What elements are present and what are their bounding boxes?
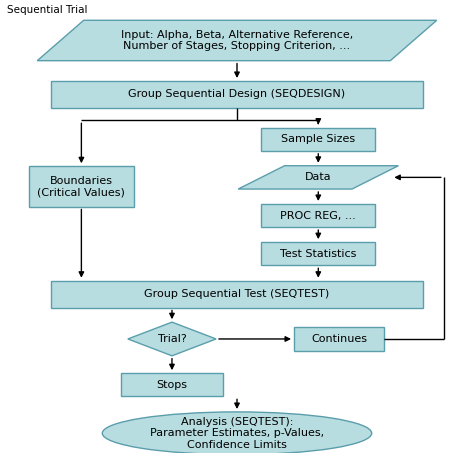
Text: Input: Alpha, Beta, Alternative Reference,
Number of Stages, Stopping Criterion,: Input: Alpha, Beta, Alternative Referenc… xyxy=(121,30,353,51)
Text: Trial?: Trial? xyxy=(157,334,186,344)
Text: PROC REG, ...: PROC REG, ... xyxy=(281,211,356,221)
Text: Group Sequential Test (SEQTEST): Group Sequential Test (SEQTEST) xyxy=(145,289,329,299)
FancyBboxPatch shape xyxy=(51,81,423,108)
Text: Sequential Trial: Sequential Trial xyxy=(7,5,88,16)
Text: Analysis (SEQTEST):
Parameter Estimates, p-Values,
Confidence Limits: Analysis (SEQTEST): Parameter Estimates,… xyxy=(150,417,324,450)
FancyBboxPatch shape xyxy=(261,128,375,151)
Ellipse shape xyxy=(102,412,372,454)
FancyBboxPatch shape xyxy=(121,373,223,397)
Text: Stops: Stops xyxy=(156,380,188,390)
Text: Data: Data xyxy=(305,172,332,182)
Text: Test Statistics: Test Statistics xyxy=(280,249,356,259)
Text: Group Sequential Design (SEQDESIGN): Group Sequential Design (SEQDESIGN) xyxy=(128,89,346,99)
Text: Boundaries
(Critical Values): Boundaries (Critical Values) xyxy=(37,175,125,197)
FancyBboxPatch shape xyxy=(29,166,134,207)
Text: Sample Sizes: Sample Sizes xyxy=(281,134,356,144)
FancyBboxPatch shape xyxy=(261,242,375,265)
FancyBboxPatch shape xyxy=(261,204,375,227)
FancyBboxPatch shape xyxy=(294,327,384,351)
Polygon shape xyxy=(37,20,437,61)
FancyBboxPatch shape xyxy=(51,281,423,308)
Text: Continues: Continues xyxy=(311,334,367,344)
Polygon shape xyxy=(128,322,216,356)
Polygon shape xyxy=(238,166,399,189)
